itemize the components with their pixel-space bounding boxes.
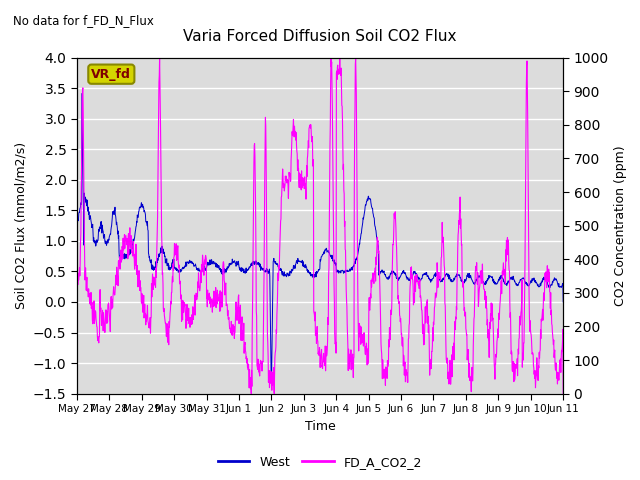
Y-axis label: Soil CO2 Flux (mmol/m2/s): Soil CO2 Flux (mmol/m2/s) <box>14 142 28 309</box>
Y-axis label: CO2 Concentration (ppm): CO2 Concentration (ppm) <box>614 145 627 306</box>
Legend: West, FD_A_CO2_2: West, FD_A_CO2_2 <box>213 451 427 474</box>
Text: VR_fd: VR_fd <box>92 68 131 81</box>
X-axis label: Time: Time <box>305 420 335 432</box>
Text: No data for f_FD_N_Flux: No data for f_FD_N_Flux <box>13 14 154 27</box>
Text: Varia Forced Diffusion Soil CO2 Flux: Varia Forced Diffusion Soil CO2 Flux <box>183 29 457 44</box>
